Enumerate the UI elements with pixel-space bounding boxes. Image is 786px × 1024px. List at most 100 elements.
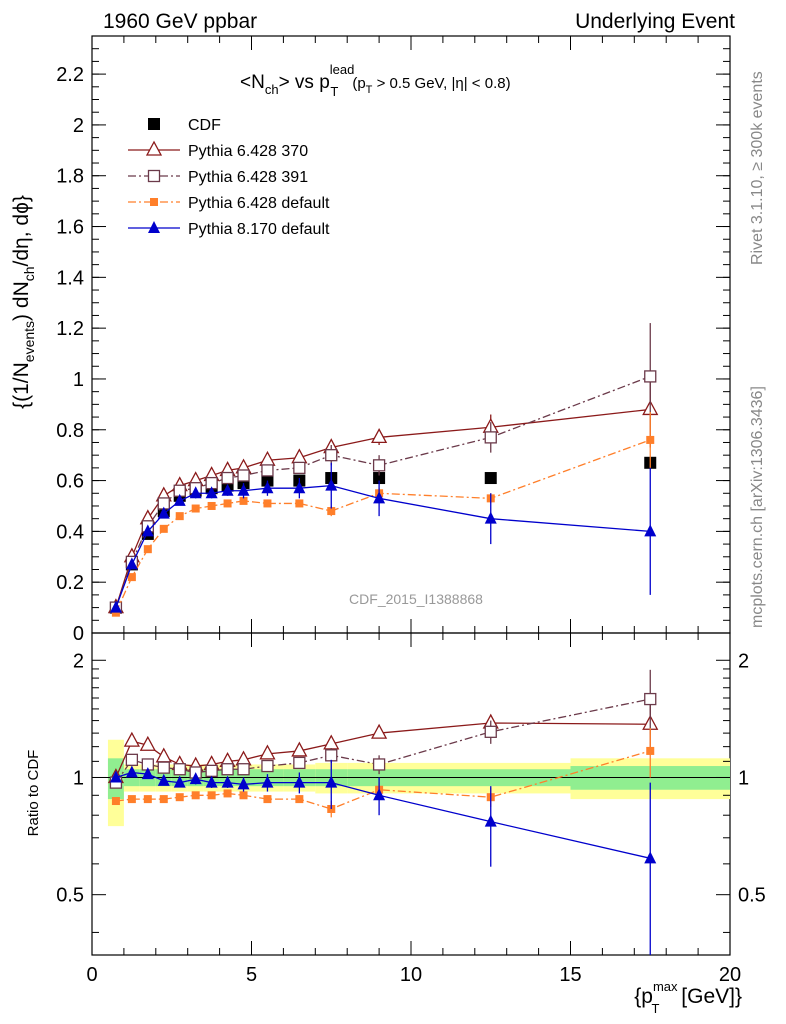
legend-label-1: Pythia 6.428 370 — [188, 143, 308, 160]
series-4-ratio-point — [237, 777, 250, 790]
series-4-ratio-point — [293, 775, 306, 788]
series-4-ratio-point — [157, 773, 170, 786]
series-4-main-point — [109, 600, 122, 613]
series-2-ratio-point — [157, 761, 170, 774]
series-3-ratio-point — [223, 789, 232, 798]
series-0-main-point — [484, 472, 497, 485]
x-tick-label: 0 — [86, 964, 97, 986]
series-2-main-point — [237, 469, 250, 482]
series-2-ratio-point — [205, 764, 218, 777]
main-y-tick-label: 0 — [73, 623, 84, 645]
series-4-ratio-point — [189, 772, 202, 785]
series-2-ratio-point — [325, 749, 338, 762]
legend-marker-2 — [147, 169, 161, 183]
legend-marker-4 — [148, 221, 160, 233]
plot-title: <Nch> vs plead T (pT > 0.5 GeV, |η| < 0.8) — [240, 62, 511, 99]
series-3-ratio-point — [111, 797, 120, 806]
series-4-main-point — [173, 493, 186, 506]
ratio-series — [107, 669, 659, 955]
series-3-ratio-point — [207, 791, 216, 800]
x-tick-label: 10 — [400, 964, 422, 986]
main-y-tick-label: 2 — [73, 115, 84, 137]
series-4-main-point — [189, 486, 202, 499]
x-tick-label: 20 — [719, 964, 741, 986]
ratio-y-tick-label-right: 1 — [738, 767, 749, 789]
series-4-main-point — [325, 478, 338, 491]
series-3-main-point — [239, 496, 248, 505]
legend-marker-3 — [150, 198, 158, 206]
series-4-main-point — [373, 491, 386, 504]
series-2-ratio-point — [644, 692, 657, 706]
header-right: Underlying Event — [575, 10, 735, 33]
series-3-main-point — [191, 504, 200, 513]
rivet-label: Rivet 3.1.10, ≥ 300k events — [749, 71, 766, 265]
series-4-main-point — [261, 481, 274, 494]
series-4-ratio-point — [141, 767, 154, 780]
series-2-main-point — [484, 431, 497, 444]
ratio-y-tick-label-right: 0.5 — [738, 885, 766, 907]
legend-marker-0 — [148, 118, 160, 130]
series-4-ratio-point — [205, 775, 218, 788]
x-axis-label: {pmax T [GeV]} — [634, 979, 742, 1016]
series-1-main-point — [371, 428, 388, 444]
series-3-ratio-point — [127, 795, 136, 804]
legend-label-3: Pythia 6.428 default — [188, 195, 330, 212]
series-2-main-point — [644, 370, 657, 383]
series-3-main-point — [111, 608, 120, 617]
legend: CDF Pythia 6.428 370 Pythia 6.428 391 Pythi… — [128, 117, 330, 238]
series-2-main-point — [221, 471, 234, 485]
series-1-main-point — [259, 450, 276, 466]
main-y-tick-label: 2.2 — [56, 64, 84, 86]
series-4-main-point — [157, 506, 170, 519]
series-3-main-point — [127, 573, 136, 582]
ratio-y-tick-label: 0.5 — [56, 885, 84, 907]
series-3-main-point — [327, 507, 336, 516]
series-4-ratio-point — [484, 814, 497, 827]
series-1-ratio-point — [123, 731, 140, 747]
series-1-ratio-point — [291, 741, 308, 757]
series-3-ratio-point — [175, 793, 184, 802]
main-y-tick-label: 0.4 — [56, 521, 84, 543]
main-y-tick-label: 1.4 — [56, 267, 84, 289]
ratio-uncertainty-band — [92, 739, 730, 827]
legend-label-0: CDF — [188, 117, 221, 134]
ratio-y-tick-label-right: 2 — [738, 650, 749, 672]
series-4-main-point — [125, 557, 138, 570]
axes: 0 0.2 0.4 0.6 0.8 1 1.2 1.4 1.6 1.8 2 2.2 0.5 0.5 1 1 2 2… — [56, 35, 766, 986]
x-tick-label: 5 — [246, 964, 257, 986]
series-2-ratio-point — [261, 759, 274, 773]
series-3-main-point — [223, 499, 232, 508]
series-0-main-point — [373, 472, 386, 485]
series-4-ratio-point — [221, 775, 234, 788]
ratio-y-axis-label: Ratio to CDF — [25, 750, 42, 837]
series-3-main-point — [175, 512, 184, 521]
series-1-ratio-point — [139, 735, 156, 751]
series-4-ratio-point — [644, 851, 657, 864]
series-4-main-point — [644, 524, 657, 537]
series-1-ratio-point — [371, 723, 388, 739]
series-4-ratio-point — [173, 775, 186, 788]
main-y-tick-label: 0.8 — [56, 420, 84, 442]
series-4-main-point — [141, 524, 154, 537]
series-2-ratio-point — [173, 763, 186, 776]
series-2-main-point — [372, 459, 386, 472]
series-2-main-point — [325, 449, 338, 462]
analysis-watermark: CDF_2015_I1388868 — [349, 591, 483, 607]
main-y-tick-label: 1.6 — [56, 217, 84, 239]
series-4-ratio-point — [109, 770, 122, 783]
series-4-ratio-point — [373, 788, 386, 801]
series-4-main-point — [484, 511, 497, 524]
series-2-ratio-point — [237, 763, 250, 776]
main-y-tick-label: 1.8 — [56, 166, 84, 188]
series-3-ratio-point — [263, 795, 272, 804]
series-2-ratio-point — [125, 753, 139, 766]
legend-label-2: Pythia 6.428 391 — [188, 169, 308, 186]
series-3-main-point — [159, 524, 168, 533]
series-3-ratio-point — [295, 795, 304, 804]
series-4-main-point — [237, 483, 250, 496]
series-2-ratio-point — [372, 758, 386, 771]
series-4-ratio-point — [325, 775, 338, 788]
main-y-tick-label: 0.2 — [56, 572, 84, 594]
main-y-tick-label: 1.2 — [56, 318, 84, 340]
